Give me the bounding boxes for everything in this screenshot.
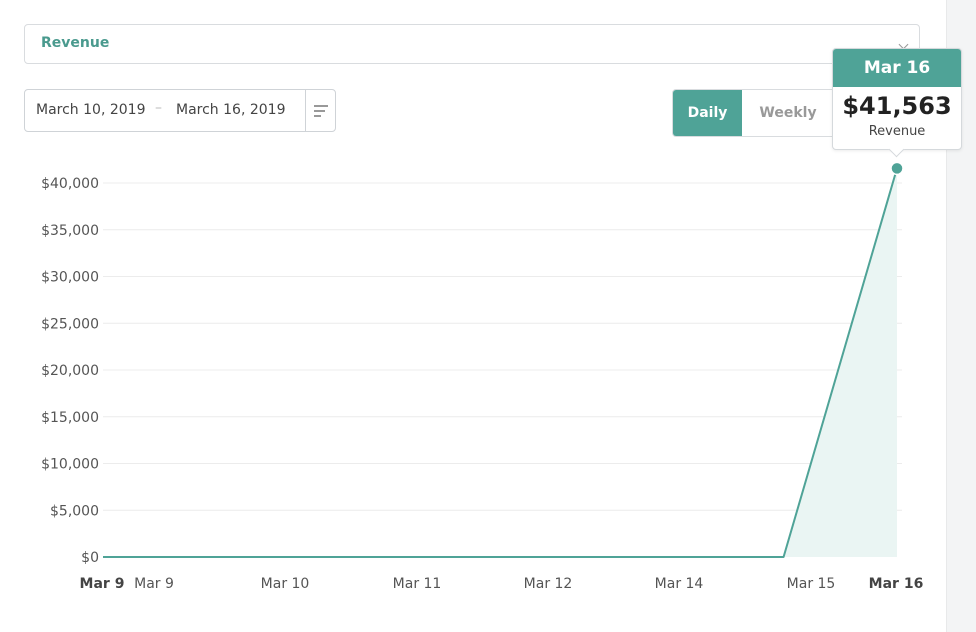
y-tick-label: $25,000 bbox=[41, 316, 99, 332]
date-range-picker[interactable]: March 10, 2019 – March 16, 2019 bbox=[24, 89, 336, 132]
x-tick-label: Mar 9 bbox=[80, 576, 125, 592]
y-tick-label: $30,000 bbox=[41, 270, 99, 286]
y-tick-label: $40,000 bbox=[41, 176, 99, 192]
series-area bbox=[103, 168, 897, 557]
y-tick-label: $20,000 bbox=[41, 363, 99, 379]
series-line bbox=[103, 168, 898, 558]
y-tick-label: $0 bbox=[81, 550, 99, 566]
granularity-toggle[interactable]: Daily Weekly bbox=[672, 89, 862, 137]
x-tick-label: Mar 12 bbox=[524, 576, 573, 592]
x-tick-label: Mar 14 bbox=[655, 576, 704, 592]
tooltip-date: Mar 16 bbox=[833, 49, 961, 87]
highlight-point bbox=[890, 161, 904, 176]
daily-button[interactable]: Daily bbox=[673, 90, 742, 136]
x-tick-label: Mar 16 bbox=[869, 576, 924, 592]
metric-select-label: Revenue bbox=[41, 35, 110, 51]
x-tick-label: Mar 9 bbox=[134, 576, 174, 592]
x-tick-label: Mar 15 bbox=[787, 576, 836, 592]
x-tick-label: Mar 10 bbox=[261, 576, 310, 592]
y-tick-label: $10,000 bbox=[41, 457, 99, 473]
chart-tooltip: Mar 16 $41,563 Revenue bbox=[832, 48, 962, 158]
y-tick-label: $5,000 bbox=[50, 503, 99, 519]
y-tick-label: $35,000 bbox=[41, 223, 99, 239]
date-range-separator: – bbox=[155, 100, 162, 116]
tooltip-label: Revenue bbox=[868, 124, 926, 139]
date-range-start[interactable]: March 10, 2019 bbox=[36, 102, 146, 118]
tooltip-value: $41,563 bbox=[842, 92, 952, 120]
date-range-end[interactable]: March 16, 2019 bbox=[176, 102, 286, 118]
metric-select[interactable]: Revenue bbox=[24, 24, 920, 64]
y-tick-label: $15,000 bbox=[41, 410, 99, 426]
x-tick-label: Mar 11 bbox=[393, 576, 442, 592]
sort-icon[interactable] bbox=[305, 90, 337, 131]
